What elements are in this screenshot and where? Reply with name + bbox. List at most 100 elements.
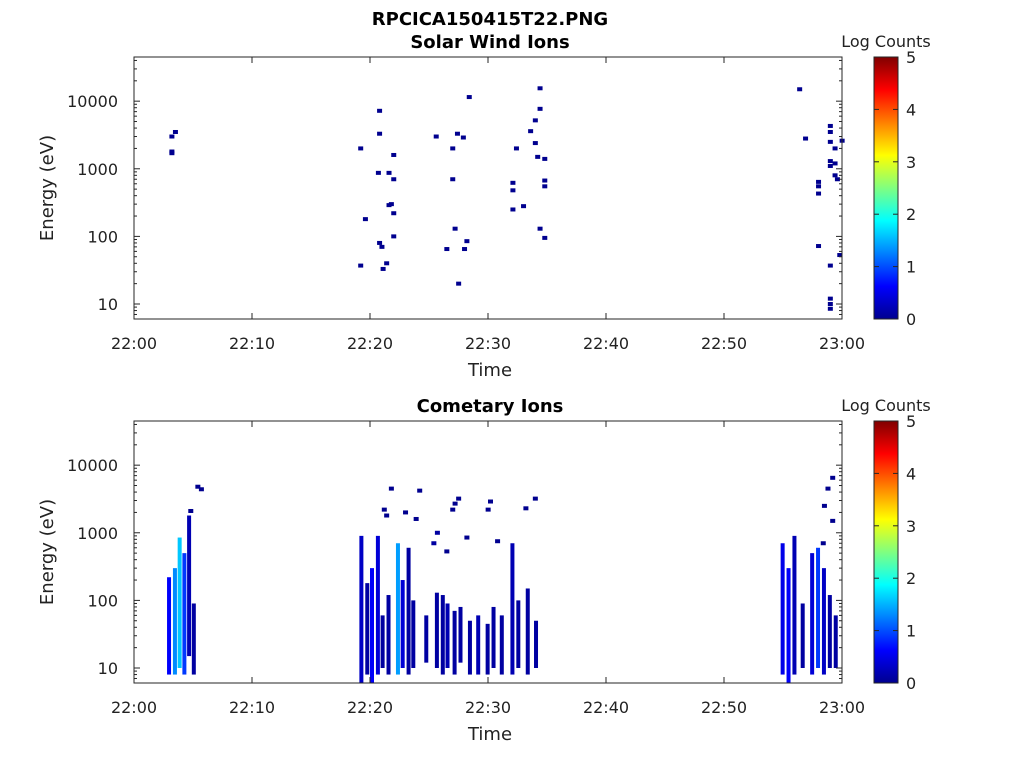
spectrogram-column <box>386 595 391 675</box>
spectrogram-cell <box>521 204 527 209</box>
spectrogram-cell <box>816 244 822 249</box>
spectrogram-cell <box>827 139 833 144</box>
spectrogram-column <box>452 610 457 675</box>
spectrogram-cell <box>172 129 178 134</box>
spectrogram-column <box>458 606 463 663</box>
colorbar-tick-label: 5 <box>906 48 916 67</box>
spectrogram-cell <box>450 146 456 151</box>
spectrogram-column <box>434 592 439 669</box>
spectrogram-column <box>440 595 445 675</box>
spectrogram-column <box>833 615 838 669</box>
spectrogram-cell <box>485 507 491 512</box>
spectrogram-cell <box>832 173 838 178</box>
colorbar: Log Counts 0 1 2 3 4 5 <box>841 396 931 693</box>
spectrogram-cell <box>464 535 470 540</box>
colorbar-tick-label: 4 <box>906 464 916 483</box>
spectrogram-cell <box>510 188 516 193</box>
spectrogram-column <box>467 620 472 675</box>
spectrogram-cell <box>188 508 194 513</box>
spectrogram-cell <box>535 154 541 159</box>
spectrogram-column <box>167 577 172 675</box>
spectrogram-cell <box>384 513 390 518</box>
panel-title: Solar Wind Ions <box>410 32 569 53</box>
spectrogram-column <box>510 543 515 675</box>
y-tick-label: 100 <box>87 591 118 610</box>
x-axis: 22:00 22:10 22:20 22:30 22:40 22:50 23:00 <box>111 57 865 353</box>
spectrogram-cell <box>537 226 543 231</box>
x-tick-label: 22:10 <box>229 698 275 717</box>
spectrogram-cell <box>466 95 472 100</box>
spectrogram-cell <box>456 496 462 501</box>
x-tick-label: 23:00 <box>819 334 865 353</box>
x-tick-label: 23:00 <box>819 698 865 717</box>
spectrogram-cell <box>834 177 840 182</box>
spectrogram-cell <box>827 296 833 301</box>
colorbar-tick-label: 2 <box>906 569 916 588</box>
spectrogram-column <box>172 568 177 675</box>
y-tick-label: 1000 <box>77 160 118 179</box>
spectrogram-cell <box>532 141 538 146</box>
spectrogram-cell <box>362 217 368 222</box>
x-tick-label: 22:00 <box>111 334 157 353</box>
spectrogram-cell <box>464 239 470 244</box>
spectrogram-column <box>400 580 405 669</box>
spectrogram-cell <box>198 487 204 492</box>
spectrogram-column <box>792 535 797 675</box>
spectrogram-cell <box>413 516 419 521</box>
spectrogram-column <box>476 615 481 675</box>
spectrogram-cell <box>832 161 838 166</box>
spectrogram-cell <box>537 86 543 91</box>
spectrogram-cell <box>375 170 381 175</box>
spectrogram-cell <box>513 146 519 151</box>
spectrogram-cell <box>377 131 383 136</box>
spectrogram-cell <box>830 475 836 480</box>
spectrogram-cell <box>821 503 827 508</box>
colorbar-tick-label: 5 <box>906 412 916 431</box>
spectrogram-cell <box>454 131 460 136</box>
spectrogram-column <box>445 603 450 669</box>
spectrogram-column <box>191 603 196 675</box>
colorbar-tick-label: 3 <box>906 153 916 172</box>
spectrogram-cell <box>825 486 831 491</box>
spectrogram-cell <box>537 106 543 111</box>
x-tick-label: 22:50 <box>701 334 747 353</box>
y-tick-label: 10000 <box>67 456 118 475</box>
spectrogram-cell <box>542 156 548 161</box>
colorbar-gradient <box>873 420 899 684</box>
spectrogram-columns <box>167 515 838 683</box>
spectrogram-cell <box>460 135 466 140</box>
colorbar: Log Counts 0 1 2 3 4 5 <box>841 32 931 329</box>
spectrogram-cell <box>386 170 392 175</box>
spectrogram-cell <box>391 152 397 157</box>
colorbar-label: Log Counts <box>841 32 931 51</box>
colorbar-ticks: 0 1 2 3 4 5 <box>874 48 916 329</box>
spectrogram-cell <box>388 486 394 491</box>
spectrogram-cell <box>388 202 394 207</box>
spectrogram-cell <box>358 146 364 151</box>
spectrogram-cell <box>444 247 450 252</box>
spectrogram-cell <box>510 180 516 185</box>
x-tick-label: 22:20 <box>347 698 393 717</box>
spectrogram-cell <box>820 541 826 546</box>
spectrogram-column <box>182 553 187 675</box>
spectrogram-cell <box>444 549 450 554</box>
spectrogram-cell <box>827 123 833 128</box>
spectrogram-cell <box>816 191 822 196</box>
spectrogram-cell <box>358 263 364 268</box>
spectrogram-column <box>827 595 832 669</box>
spectrogram-cell <box>391 211 397 216</box>
spectrogram-cell <box>827 302 833 307</box>
spectrogram-cell <box>379 244 385 249</box>
spectrogram-column <box>800 603 805 669</box>
colorbar-tick-label: 2 <box>906 205 916 224</box>
x-tick-label: 22:40 <box>583 334 629 353</box>
spectrogram-cell <box>542 235 548 240</box>
spectrogram-cell <box>462 247 468 252</box>
spectrogram-cell <box>827 129 833 134</box>
spectrogram-cell <box>827 159 833 164</box>
colorbar-tick-label: 1 <box>906 622 916 641</box>
spectrogram-cell <box>377 240 383 245</box>
spectrogram-column <box>187 515 192 657</box>
